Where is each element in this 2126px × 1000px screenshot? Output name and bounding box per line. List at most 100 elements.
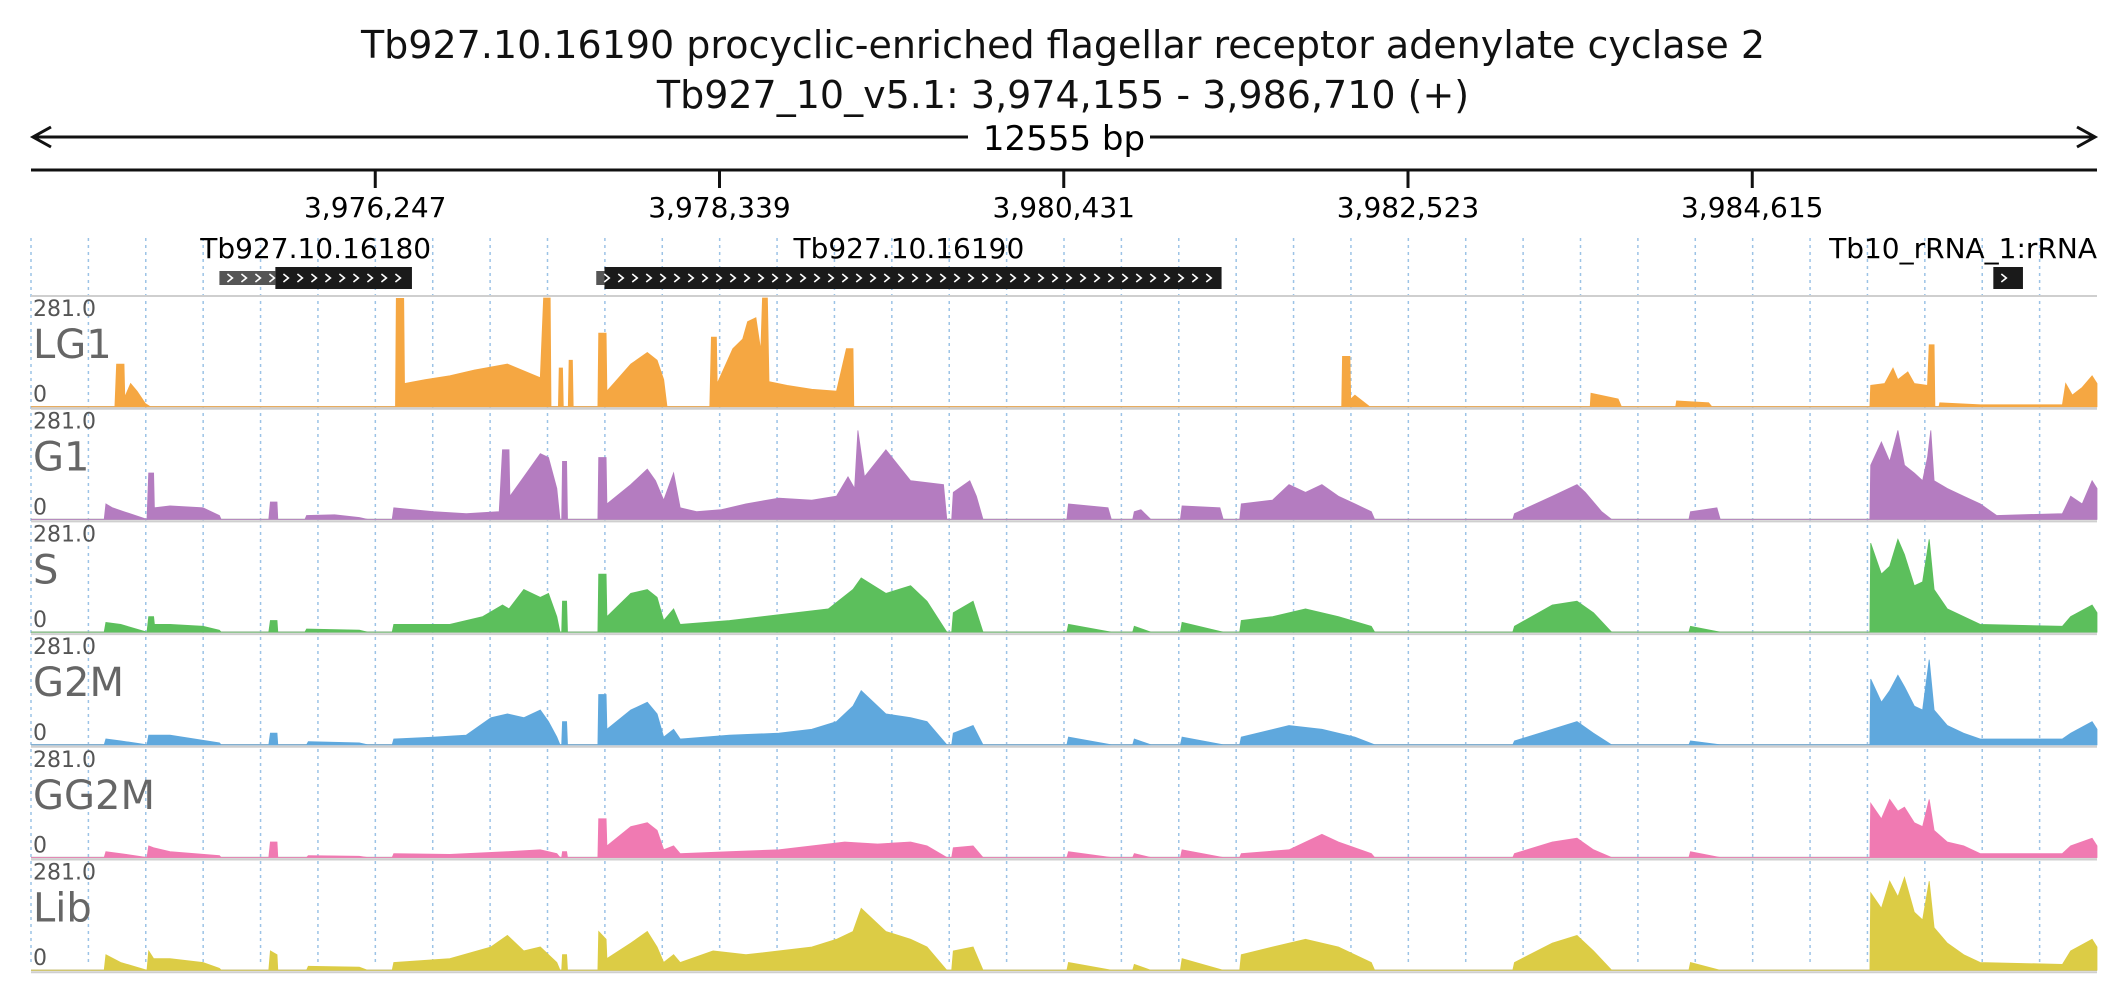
strand-arrow-icon — [1191, 273, 1199, 283]
coverage-area-lg1 — [31, 297, 2098, 408]
strand-arrow-icon — [394, 273, 402, 283]
track-name-label: GG2M — [33, 773, 155, 819]
coverage-area-g2m — [31, 659, 2098, 746]
strand-arrow-icon — [254, 273, 262, 283]
strand-arrow-icon — [1107, 273, 1115, 283]
strand-arrow-icon — [1051, 273, 1059, 283]
track-ymax-label: 281.0 — [33, 748, 96, 773]
strand-arrow-icon — [1009, 273, 1017, 283]
strand-arrow-icon — [240, 273, 248, 283]
track-ymin-label: 0 — [33, 834, 47, 859]
strand-arrow-icon — [995, 273, 1003, 283]
strand-arrow-icon — [1135, 273, 1143, 283]
chart-title: Tb927.10.16190 procyclic-enriched flagel… — [360, 23, 1766, 67]
ruler-tick-label: 3,976,247 — [304, 191, 447, 224]
ruler-tick-label: 3,978,339 — [648, 191, 791, 224]
strand-arrow-icon — [967, 273, 975, 283]
strand-arrow-icon — [911, 273, 919, 283]
strand-arrow-icon — [1205, 273, 1213, 283]
strand-arrow-icon — [1023, 273, 1031, 283]
strand-arrow-icon — [1149, 273, 1157, 283]
strand-arrow-icon — [1093, 273, 1101, 283]
strand-arrow-icon — [324, 273, 332, 283]
strand-arrow-icon — [282, 273, 290, 283]
strand-arrow-icon — [1177, 273, 1185, 283]
strand-arrow-icon — [799, 273, 807, 283]
strand-arrow-icon — [1037, 273, 1045, 283]
track-name-label: LG1 — [33, 322, 112, 368]
strand-arrow-icon — [2000, 273, 2008, 283]
strand-arrow-icon — [687, 273, 695, 283]
track-name-label: S — [33, 547, 58, 593]
strand-arrow-icon — [1065, 273, 1073, 283]
strand-arrow-icon — [226, 273, 234, 283]
strand-arrow-icon — [953, 273, 961, 283]
strand-arrow-icon — [771, 273, 779, 283]
strand-arrow-icon — [729, 273, 737, 283]
strand-arrow-icon — [296, 273, 304, 283]
strand-arrow-icon — [673, 273, 681, 283]
strand-arrow-icon — [310, 273, 318, 283]
strand-arrow-icon — [897, 273, 905, 283]
track-ymin-label: 0 — [33, 608, 47, 633]
strand-arrow-icon — [925, 273, 933, 283]
span-arrow-left-icon — [29, 125, 52, 149]
strand-arrow-icon — [603, 273, 611, 283]
strand-arrow-icon — [981, 273, 989, 283]
track-ymin-label: 0 — [33, 383, 47, 408]
strand-arrow-icon — [939, 273, 947, 283]
ruler-tick-label: 3,982,523 — [1337, 191, 1480, 224]
strand-arrow-icon — [1121, 273, 1129, 283]
strand-arrow-icon — [1079, 273, 1087, 283]
strand-arrow-icon — [268, 273, 276, 283]
strand-arrow-icon — [855, 273, 863, 283]
track-ymax-label: 281.0 — [33, 635, 96, 660]
track-ymax-label: 281.0 — [33, 410, 96, 435]
chart-subtitle: Tb927_10_v5.1: 3,974,155 - 3,986,710 (+) — [656, 73, 1470, 117]
gene-label: Tb10_rRNA_1:rRNA — [1828, 232, 2097, 265]
strand-arrow-icon — [617, 273, 625, 283]
coverage-area-s — [31, 538, 2098, 633]
gene-label: Tb927.10.16180 — [199, 232, 431, 265]
strand-arrow-icon — [757, 273, 765, 283]
track-ymax-label: 281.0 — [33, 861, 96, 886]
strand-arrow-icon — [631, 273, 639, 283]
strand-arrow-icon — [743, 273, 751, 283]
strand-arrow-icon — [841, 273, 849, 283]
strand-arrow-icon — [352, 273, 360, 283]
strand-arrow-icon — [659, 273, 667, 283]
span-arrow-right-icon — [2076, 125, 2099, 149]
track-name-label: G1 — [33, 435, 89, 481]
strand-arrow-icon — [827, 273, 835, 283]
strand-arrow-icon — [883, 273, 891, 283]
coverage-area-lib — [31, 876, 2098, 971]
track-ymin-label: 0 — [33, 721, 47, 746]
ruler-tick-label: 3,980,431 — [992, 191, 1135, 224]
ruler-tick-label: 3,984,615 — [1681, 191, 1824, 224]
strand-arrow-icon — [785, 273, 793, 283]
coverage-area-g1 — [31, 430, 2098, 520]
gene-label: Tb927.10.16190 — [792, 232, 1024, 265]
strand-arrow-icon — [701, 273, 709, 283]
strand-arrow-icon — [715, 273, 723, 283]
track-ymax-label: 281.0 — [33, 522, 96, 547]
strand-arrow-icon — [1163, 273, 1171, 283]
strand-arrow-icon — [366, 273, 374, 283]
strand-arrow-icon — [380, 273, 388, 283]
gene-cds — [1993, 267, 2023, 289]
gene-cds — [604, 267, 1222, 289]
track-ymin-label: 0 — [33, 946, 47, 971]
strand-arrow-icon — [813, 273, 821, 283]
strand-arrow-icon — [869, 273, 877, 283]
track-ymax-label: 281.0 — [33, 297, 96, 322]
coverage-area-gg2m — [31, 798, 2098, 858]
span-length-label: 12555 bp — [983, 119, 1145, 159]
gene-utr — [596, 271, 605, 285]
track-name-label: G2M — [33, 660, 124, 706]
strand-arrow-icon — [338, 273, 346, 283]
strand-arrow-icon — [645, 273, 653, 283]
track-ymin-label: 0 — [33, 495, 47, 520]
track-name-label: Lib — [33, 886, 92, 932]
